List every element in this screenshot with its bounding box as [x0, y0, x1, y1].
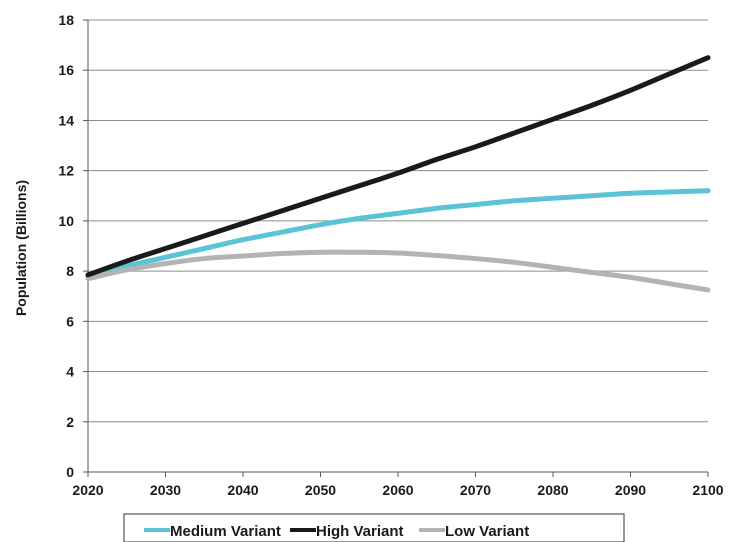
legend-label-low-variant: Low Variant — [445, 523, 529, 540]
gridlines — [88, 19, 708, 423]
legend-label-medium-variant: Medium Variant — [170, 523, 281, 540]
y-tick-label: 0 — [66, 464, 74, 480]
series-line-medium-variant — [85, 188, 711, 279]
x-tick-label: 2040 — [227, 482, 258, 498]
y-tick-label: 18 — [58, 12, 74, 28]
y-tick-label: 14 — [58, 112, 74, 128]
y-tick-label: 4 — [66, 364, 74, 380]
y-tick-label: 6 — [66, 313, 74, 329]
x-tick-label: 2050 — [305, 482, 336, 498]
x-tick-label: 2060 — [382, 482, 413, 498]
y-tick-label: 12 — [58, 163, 74, 179]
legend-label-high-variant: High Variant — [316, 523, 404, 540]
y-tick-label: 10 — [58, 213, 74, 229]
y-tick-label: 16 — [58, 62, 74, 78]
x-tick-label: 2070 — [460, 482, 491, 498]
series-line-high-variant — [85, 55, 711, 278]
x-tick-label: 2030 — [150, 482, 181, 498]
y-tick-label: 2 — [66, 414, 74, 430]
x-tick-label: 2090 — [615, 482, 646, 498]
legend-box — [123, 513, 625, 542]
x-tick-label: 2080 — [537, 482, 568, 498]
y-tick-label: 8 — [66, 263, 74, 279]
axes: 0 2 4 6 8 10 12 14 16 18 2020 2030 2040 2050 2060 2070 2… — [58, 12, 723, 498]
y-axis-title: Population (Billions) — [13, 180, 29, 316]
series-lines — [85, 55, 711, 293]
legend: Medium Variant High Variant Low Variant — [123, 513, 625, 542]
x-tick-label: 2020 — [72, 482, 103, 498]
x-tick-label: 2100 — [692, 482, 723, 498]
series-line-low-variant — [85, 249, 711, 293]
